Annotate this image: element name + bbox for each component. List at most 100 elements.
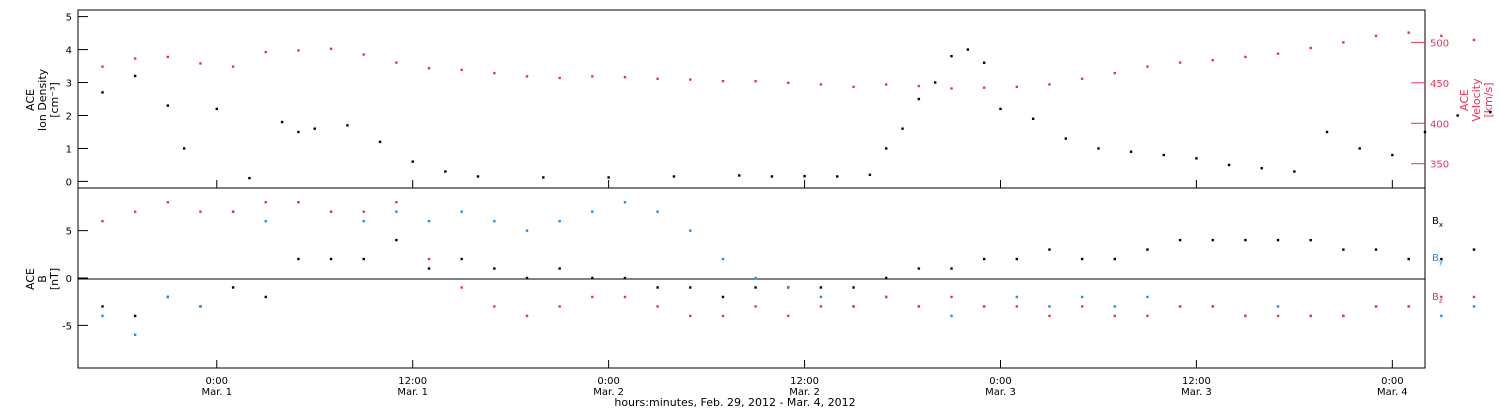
bottom-ylabel-line1: ACE — [24, 268, 37, 290]
bottom-left-tick-label: 0 — [66, 274, 72, 285]
x-tick-date: Mar. 3 — [1181, 387, 1212, 398]
bottom-data-point — [427, 267, 431, 270]
top-data-point — [1244, 55, 1247, 59]
bottom-data-point — [917, 267, 921, 270]
bottom-data-point — [362, 257, 365, 261]
top-data-point — [444, 170, 447, 173]
bottom-data-point — [166, 201, 169, 204]
top-data-point — [460, 68, 463, 72]
bottom-data-point — [329, 257, 333, 261]
top-data-point — [378, 140, 382, 144]
top-data-point — [166, 104, 169, 107]
x-tick-date: Mar. 4 — [1377, 387, 1408, 398]
bottom-data-point — [362, 210, 365, 213]
top-data-point — [215, 107, 218, 111]
top-data-point — [1309, 46, 1312, 50]
legend-by-label: B — [1432, 253, 1439, 264]
bottom-data-point — [950, 295, 953, 299]
bottom-data-point — [493, 305, 496, 308]
bottom-data-point — [982, 305, 986, 308]
top-left-ylabel-line1: ACE — [24, 89, 37, 111]
top-data-point — [280, 120, 284, 124]
legend-bz-label: B — [1432, 292, 1439, 303]
bottom-data-point — [395, 238, 398, 242]
top-data-point — [1015, 85, 1019, 89]
bottom-data-point — [591, 295, 594, 299]
top-data-point — [999, 107, 1002, 111]
bottom-data-point — [1342, 314, 1345, 318]
x-tick-time: 0:00 — [989, 376, 1011, 387]
top-left-tick-label: 1 — [66, 144, 72, 155]
bottom-data-point — [329, 210, 333, 213]
bottom-data-point — [982, 257, 986, 261]
top-data-point — [852, 85, 855, 89]
top-data-point — [1146, 65, 1149, 68]
top-data-point — [166, 55, 169, 59]
bottom-data-point — [1440, 257, 1443, 261]
top-data-point — [1260, 167, 1263, 170]
top-right-tick-label: 400 — [1430, 119, 1449, 130]
top-left-tick-label: 3 — [66, 79, 72, 90]
bottom-data-point — [199, 305, 202, 308]
bottom-data-point — [1178, 238, 1182, 242]
top-data-point — [885, 83, 888, 86]
top-left-ylabel: ACE Ion Density [cm⁻³] — [24, 68, 61, 131]
bottom-data-point — [1440, 295, 1443, 299]
bottom-data-point — [689, 314, 692, 318]
bottom-data-point — [525, 314, 529, 318]
bottom-data-point — [1146, 295, 1149, 299]
bottom-data-point — [1048, 305, 1051, 308]
top-data-point — [966, 48, 970, 51]
bottom-data-point — [1211, 305, 1214, 308]
bottom-data-point — [1472, 305, 1476, 308]
top-data-point — [1129, 150, 1133, 153]
top-data-point — [1440, 34, 1443, 38]
bottom-data-point — [1211, 238, 1214, 242]
top-left-ylabel-line3: [cm⁻³] — [48, 82, 61, 118]
legend: Bx By Bz — [1432, 216, 1443, 305]
bottom-data-point — [460, 210, 463, 213]
x-tick-time: 12:00 — [1182, 376, 1211, 387]
top-right-ylabel: ACE Velocity [km/s] — [1458, 78, 1495, 122]
top-data-point — [1080, 77, 1084, 80]
bottom-data-point — [950, 314, 953, 318]
top-data-point — [558, 76, 561, 80]
top-data-point — [689, 78, 692, 81]
top-data-point — [1195, 157, 1198, 160]
top-data-point — [1227, 163, 1231, 167]
bottom-data-point — [1244, 238, 1247, 242]
legend-bx-sub: x — [1439, 221, 1443, 229]
bottom-data-point — [558, 219, 561, 223]
top-data-point — [933, 81, 937, 84]
bottom-data-point — [623, 276, 627, 280]
top-data-point — [1456, 114, 1459, 117]
bottom-data-point — [591, 276, 594, 280]
bottom-data-point — [264, 295, 267, 299]
top-left-ylabel-line2: Ion Density — [36, 68, 49, 131]
top-left-tick-label: 0 — [66, 177, 72, 188]
bottom-data-point — [133, 314, 137, 318]
x-tick-date: Mar. 3 — [985, 387, 1016, 398]
top-data-point — [395, 61, 398, 64]
top-data-point — [248, 176, 251, 180]
bottom-data-point — [1113, 305, 1116, 308]
top-data-point — [672, 175, 676, 178]
top-data-point — [591, 75, 594, 78]
top-data-point — [411, 160, 414, 163]
top-right-ylabel-line3: [km/s] — [1482, 82, 1495, 117]
top-data-point — [133, 57, 137, 60]
bottom-data-point — [493, 219, 496, 223]
bottom-data-point — [101, 305, 104, 308]
top-data-point — [476, 175, 480, 178]
bottom-data-point — [199, 210, 202, 213]
bottom-data-point — [101, 219, 104, 223]
bottom-data-point — [1407, 257, 1410, 261]
bottom-data-point — [656, 286, 659, 289]
bottom-data-point — [885, 276, 888, 280]
bottom-data-point — [787, 286, 790, 289]
bottom-data-point — [133, 210, 137, 213]
bottom-data-point — [460, 257, 463, 261]
top-data-point — [1374, 34, 1378, 38]
bottom-data-point — [689, 286, 692, 289]
